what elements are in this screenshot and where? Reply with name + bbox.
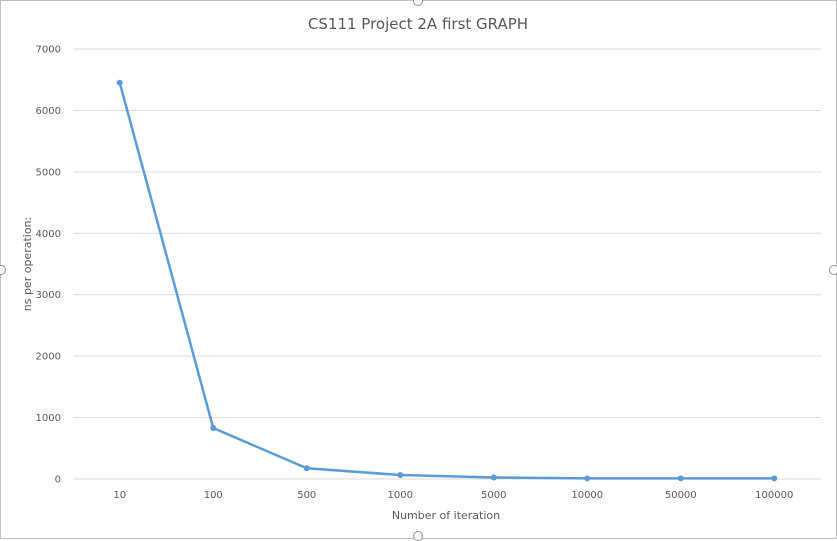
y-tick-label: 6000 [36,106,61,117]
x-tick-label: 50000 [665,490,697,501]
resize-handle-bottom[interactable] [413,531,423,541]
data-point-100 [210,425,217,432]
data-point-100000 [771,475,778,482]
chart-title: CS111 Project 2A first GRAPH [308,15,528,33]
y-tick-label: 3000 [36,290,61,301]
data-point-5000 [490,474,497,481]
x-axis-ticks: 10 100 500 1000 5000 10000 50000 100000 [113,490,793,501]
y-tick-label: 5000 [36,167,61,178]
data-point-10000 [584,475,591,482]
x-tick-label: 500 [297,490,316,501]
series-line [118,82,775,480]
x-tick-label: 1000 [388,490,413,501]
y-tick-label: 0 [55,475,61,486]
x-tick-label: 5000 [481,490,506,501]
y-axis-ticks: 0 1000 2000 3000 4000 5000 6000 7000 [36,45,61,486]
y-tick-label: 7000 [36,45,61,56]
x-tick-label: 100 [204,490,223,501]
y-tick-label: 4000 [36,229,61,240]
resize-handle-left[interactable] [0,265,6,275]
y-tick-label: 2000 [36,352,61,363]
resize-handle-right[interactable] [829,265,837,275]
x-tick-label: 10 [113,490,126,501]
x-tick-label: 10000 [571,490,603,501]
x-tick-label: 100000 [755,490,793,501]
y-tick-label: 1000 [36,413,61,424]
data-point-1000 [397,472,404,479]
data-point-50000 [677,475,684,482]
x-axis-title: Number of iteration [392,509,500,522]
series [116,79,778,482]
gridlines [73,48,821,480]
data-point-500 [303,465,310,472]
resize-handle-top[interactable] [413,0,423,6]
data-point-10 [116,79,123,86]
y-axis-title: ns per operation: [21,217,34,312]
